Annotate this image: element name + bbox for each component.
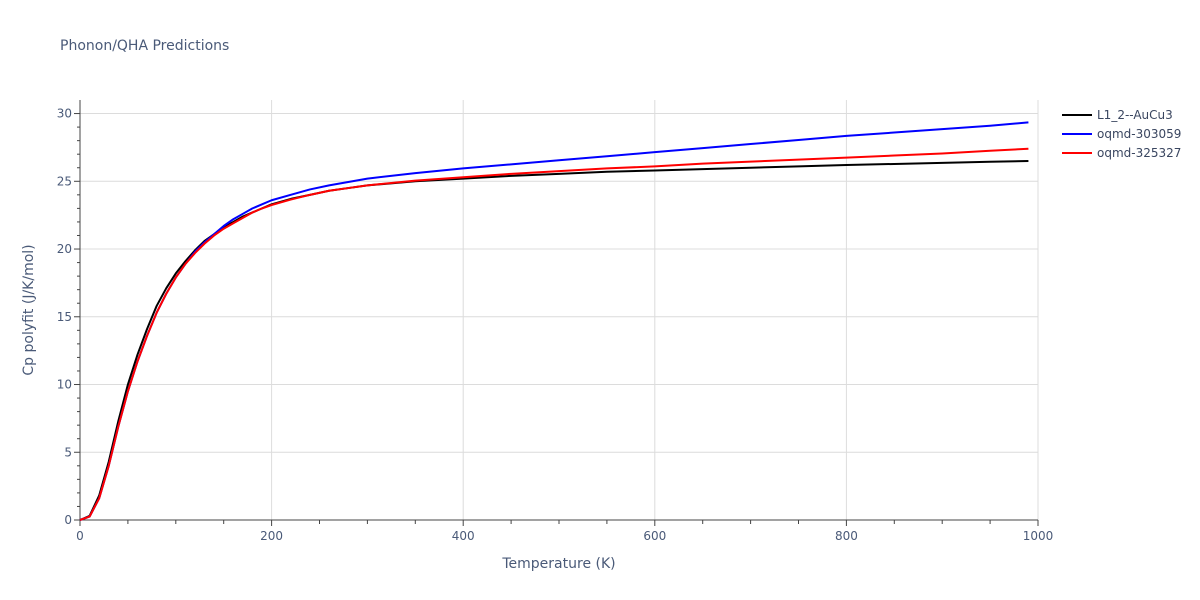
- x-tick-label: 600: [643, 529, 666, 543]
- series-layer: [79, 121, 1029, 521]
- legend-item-oqmd-303059[interactable]: oqmd-303059: [1062, 127, 1181, 141]
- y-tick-label: 30: [57, 107, 72, 121]
- y-tick-label: 5: [64, 445, 72, 459]
- x-tick-label: 400: [452, 529, 475, 543]
- y-tick-label: 20: [57, 242, 72, 256]
- y-tick-label: 15: [57, 310, 72, 324]
- legend-label: oqmd-303059: [1097, 127, 1181, 141]
- series-line-oqmd-325327: [79, 147, 1029, 521]
- x-axis-title: Temperature (K): [501, 556, 615, 572]
- legend-label: oqmd-325327: [1097, 146, 1181, 160]
- y-axis-title: Cp polyfit (J/K/mol): [21, 244, 37, 375]
- y-tick-label: 25: [57, 174, 72, 188]
- legend-item-L1_2--AuCu3[interactable]: L1_2--AuCu3: [1062, 108, 1173, 122]
- y-tick-label: 0: [64, 513, 72, 527]
- x-tick-label: 800: [835, 529, 858, 543]
- legend-label: L1_2--AuCu3: [1097, 108, 1173, 122]
- series-line-oqmd-303059: [79, 121, 1029, 521]
- legend[interactable]: L1_2--AuCu3 oqmd-303059 oqmd-325327: [1062, 108, 1181, 160]
- series-line-L1_2--AuCu3: [79, 159, 1029, 521]
- chart-title: Phonon/QHA Predictions: [60, 38, 229, 54]
- legend-item-oqmd-325327[interactable]: oqmd-325327: [1062, 146, 1181, 160]
- axes: 0 200 400 600 800 1000 0 5 10 15 20 25 30: [57, 100, 1054, 543]
- y-tick-label: 10: [57, 378, 72, 392]
- x-tick-label: 200: [260, 529, 283, 543]
- x-tick-label: 0: [76, 529, 84, 543]
- x-tick-label: 1000: [1023, 529, 1054, 543]
